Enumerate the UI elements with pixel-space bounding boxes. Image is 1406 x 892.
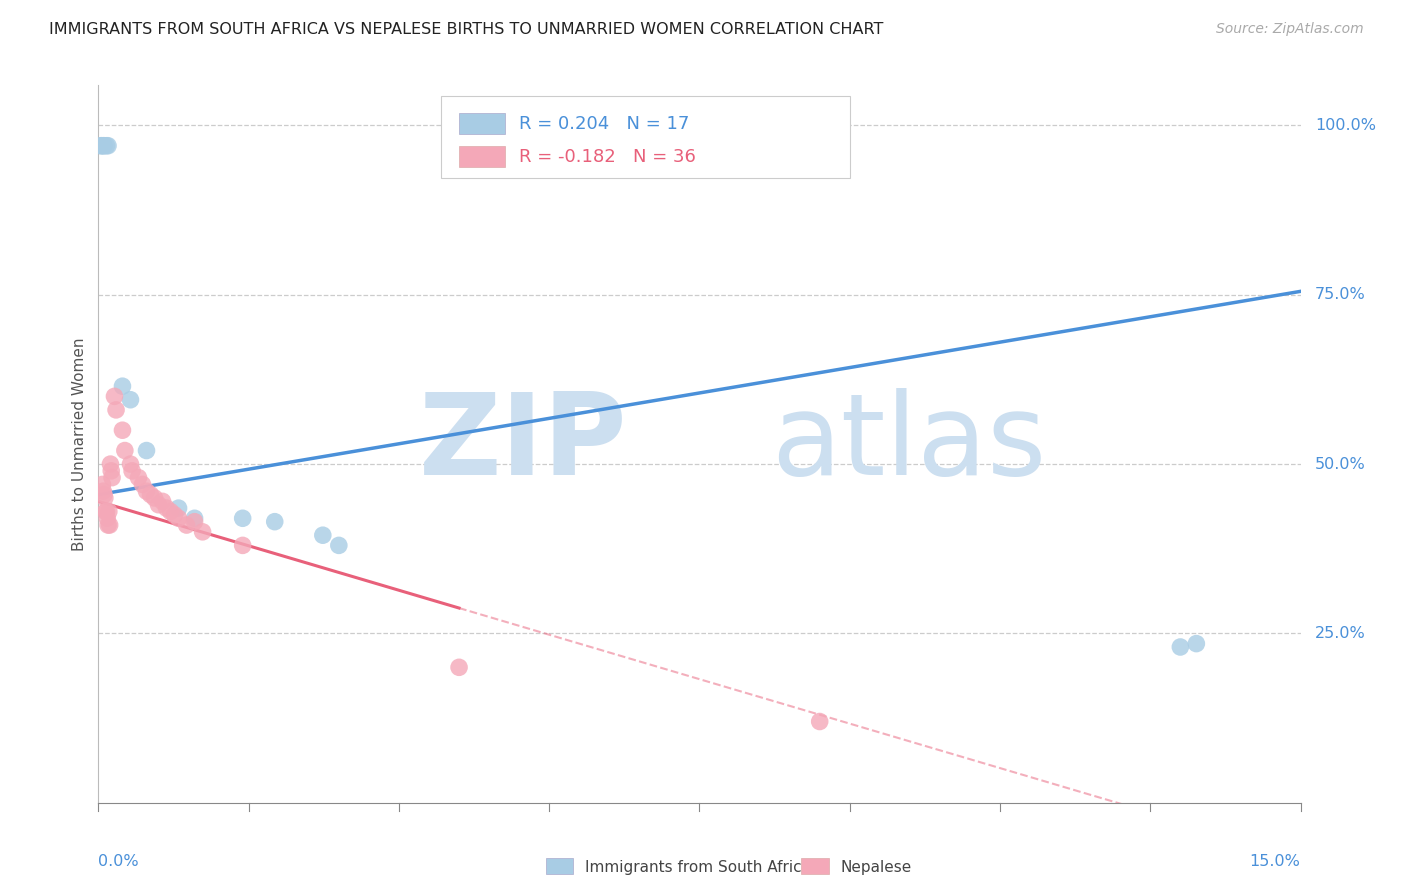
Point [91,138,114,153]
Point [139,487,162,501]
Point [447,660,470,674]
Text: 50.0%: 50.0% [1315,457,1365,472]
Point [96,138,118,153]
Text: R = 0.204   N = 17: R = 0.204 N = 17 [519,114,689,133]
Point [183,515,205,529]
Point [155,501,177,516]
FancyBboxPatch shape [458,113,505,134]
Text: 25.0%: 25.0% [1315,626,1365,641]
Text: Immigrants from South Africa: Immigrants from South Africa [585,860,811,874]
Point [1185,637,1208,651]
Point [90,138,112,153]
Point [100,464,122,478]
Text: 75.0%: 75.0% [1315,287,1365,302]
Point [94,491,117,505]
Text: Source: ZipAtlas.com: Source: ZipAtlas.com [1216,22,1364,37]
Point [191,524,214,539]
Text: 15.0%: 15.0% [1250,854,1301,869]
Y-axis label: Births to Unmarried Women: Births to Unmarried Women [72,337,87,550]
Point [96,504,118,518]
Point [96,511,118,525]
Point [111,379,134,393]
Point [91,484,114,499]
FancyBboxPatch shape [441,95,849,178]
Point [111,423,134,437]
Point [100,457,122,471]
Point [103,389,125,403]
Point [808,714,831,729]
Point [183,511,205,525]
Point [163,508,186,522]
Point [97,138,120,153]
Point [143,491,166,505]
Point [97,518,120,533]
Point [148,498,170,512]
Text: 0.0%: 0.0% [98,854,139,869]
Point [312,528,335,542]
Point [176,518,198,533]
Text: R = -0.182   N = 36: R = -0.182 N = 36 [519,147,696,166]
Point [93,487,115,501]
Point [167,501,190,516]
Point [232,511,254,525]
Point [128,470,150,484]
Point [94,504,117,518]
Text: atlas: atlas [772,388,1047,500]
Point [167,511,190,525]
Point [120,457,142,471]
Point [135,484,157,499]
Point [135,443,157,458]
Text: 100.0%: 100.0% [1315,118,1376,133]
Point [105,403,128,417]
FancyBboxPatch shape [458,146,505,167]
Point [263,515,285,529]
Point [97,504,120,518]
Point [159,504,181,518]
Point [93,138,115,153]
Point [90,138,112,153]
Point [328,538,350,552]
Point [1170,640,1192,654]
Point [114,443,136,458]
Text: IMMIGRANTS FROM SOUTH AFRICA VS NEPALESE BIRTHS TO UNMARRIED WOMEN CORRELATION C: IMMIGRANTS FROM SOUTH AFRICA VS NEPALESE… [49,22,883,37]
Point [120,392,142,407]
Point [91,477,114,491]
Point [121,464,143,478]
Point [101,470,124,484]
Text: ZIP: ZIP [419,388,627,500]
Point [232,538,254,552]
Point [98,518,121,533]
Point [152,494,174,508]
Text: Nepalese: Nepalese [841,860,911,874]
Point [131,477,153,491]
